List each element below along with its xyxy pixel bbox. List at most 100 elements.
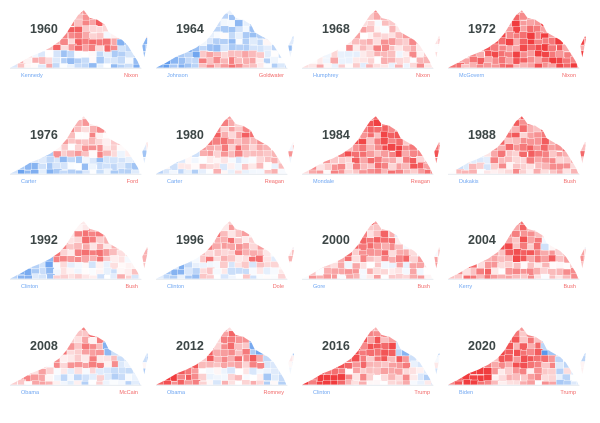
county: [17, 360, 26, 369]
county: [284, 230, 294, 238]
county: [171, 380, 180, 385]
virginia-county-map: [156, 221, 295, 280]
county: [448, 62, 457, 68]
county: [302, 144, 310, 152]
county: [212, 379, 222, 385]
county: [278, 138, 287, 147]
county: [24, 44, 33, 52]
county: [402, 26, 412, 34]
virginia-county-map: [448, 326, 587, 386]
county: [38, 354, 47, 363]
democratic-candidate-label: Humphrey: [313, 73, 339, 79]
county: [469, 223, 479, 232]
county: [269, 10, 279, 15]
county: [324, 330, 333, 339]
county: [584, 136, 587, 145]
county: [10, 330, 20, 339]
county: [73, 379, 83, 385]
county: [132, 50, 142, 58]
county: [139, 326, 149, 332]
county: [577, 335, 587, 344]
county: [562, 348, 572, 357]
county: [423, 347, 433, 356]
county: [38, 175, 46, 180]
county: [285, 37, 295, 46]
county: [10, 50, 19, 59]
county: [316, 361, 325, 369]
virginia-county-map: [156, 115, 295, 175]
county: [431, 13, 440, 21]
county: [102, 115, 112, 120]
county: [570, 150, 579, 159]
county: [16, 162, 26, 171]
county: [156, 267, 164, 275]
county: [547, 374, 557, 382]
county: [53, 142, 62, 151]
county: [10, 31, 19, 39]
county: [308, 115, 318, 121]
democratic-candidate-label: Carter: [167, 178, 183, 185]
democratic-candidate-label: Kerry: [459, 284, 473, 290]
county: [366, 136, 375, 145]
county: [198, 380, 208, 385]
county: [131, 131, 141, 140]
county: [491, 12, 501, 21]
county: [255, 124, 265, 133]
county: [156, 330, 166, 338]
county: [31, 326, 40, 331]
county: [191, 63, 200, 68]
county: [11, 70, 19, 74]
county: [10, 126, 18, 134]
county: [138, 374, 148, 383]
county: [387, 175, 395, 180]
county: [585, 329, 587, 337]
county: [75, 169, 84, 174]
county: [74, 50, 83, 59]
county: [563, 62, 572, 68]
county: [243, 69, 251, 74]
county: [469, 221, 478, 226]
county: [498, 329, 508, 337]
county: [17, 32, 26, 40]
county: [388, 335, 397, 343]
county: [358, 330, 368, 339]
county: [39, 249, 48, 257]
county: [431, 330, 441, 339]
county: [470, 379, 479, 385]
county: [562, 236, 572, 244]
county: [484, 354, 493, 362]
county: [576, 118, 586, 127]
county: [526, 347, 536, 356]
county: [131, 137, 140, 146]
county: [388, 223, 398, 232]
county: [227, 64, 237, 68]
county: [284, 10, 294, 15]
county: [430, 274, 440, 279]
county: [249, 10, 259, 16]
county: [401, 336, 411, 344]
county: [102, 223, 112, 232]
county: [125, 44, 134, 53]
county: [133, 143, 142, 151]
county: [577, 19, 587, 27]
county: [576, 261, 586, 269]
small-multiples-grid: 1960 Kennedy Nixon 1964 Johnson Goldwate…: [4, 0, 588, 422]
county: [309, 342, 319, 350]
county: [156, 368, 165, 376]
county: [302, 26, 310, 35]
county: [570, 335, 579, 344]
county: [302, 56, 310, 64]
county: [271, 347, 280, 356]
county: [263, 230, 273, 239]
county: [131, 224, 140, 233]
county: [561, 19, 571, 28]
county: [162, 237, 172, 245]
year-label: 1996: [176, 233, 204, 247]
county: [308, 155, 318, 163]
county: [277, 230, 287, 239]
county: [17, 255, 26, 263]
county: [373, 386, 381, 391]
county: [448, 335, 457, 344]
county: [329, 155, 339, 164]
election-panel-1960: 1960 Kennedy Nixon: [4, 0, 150, 106]
